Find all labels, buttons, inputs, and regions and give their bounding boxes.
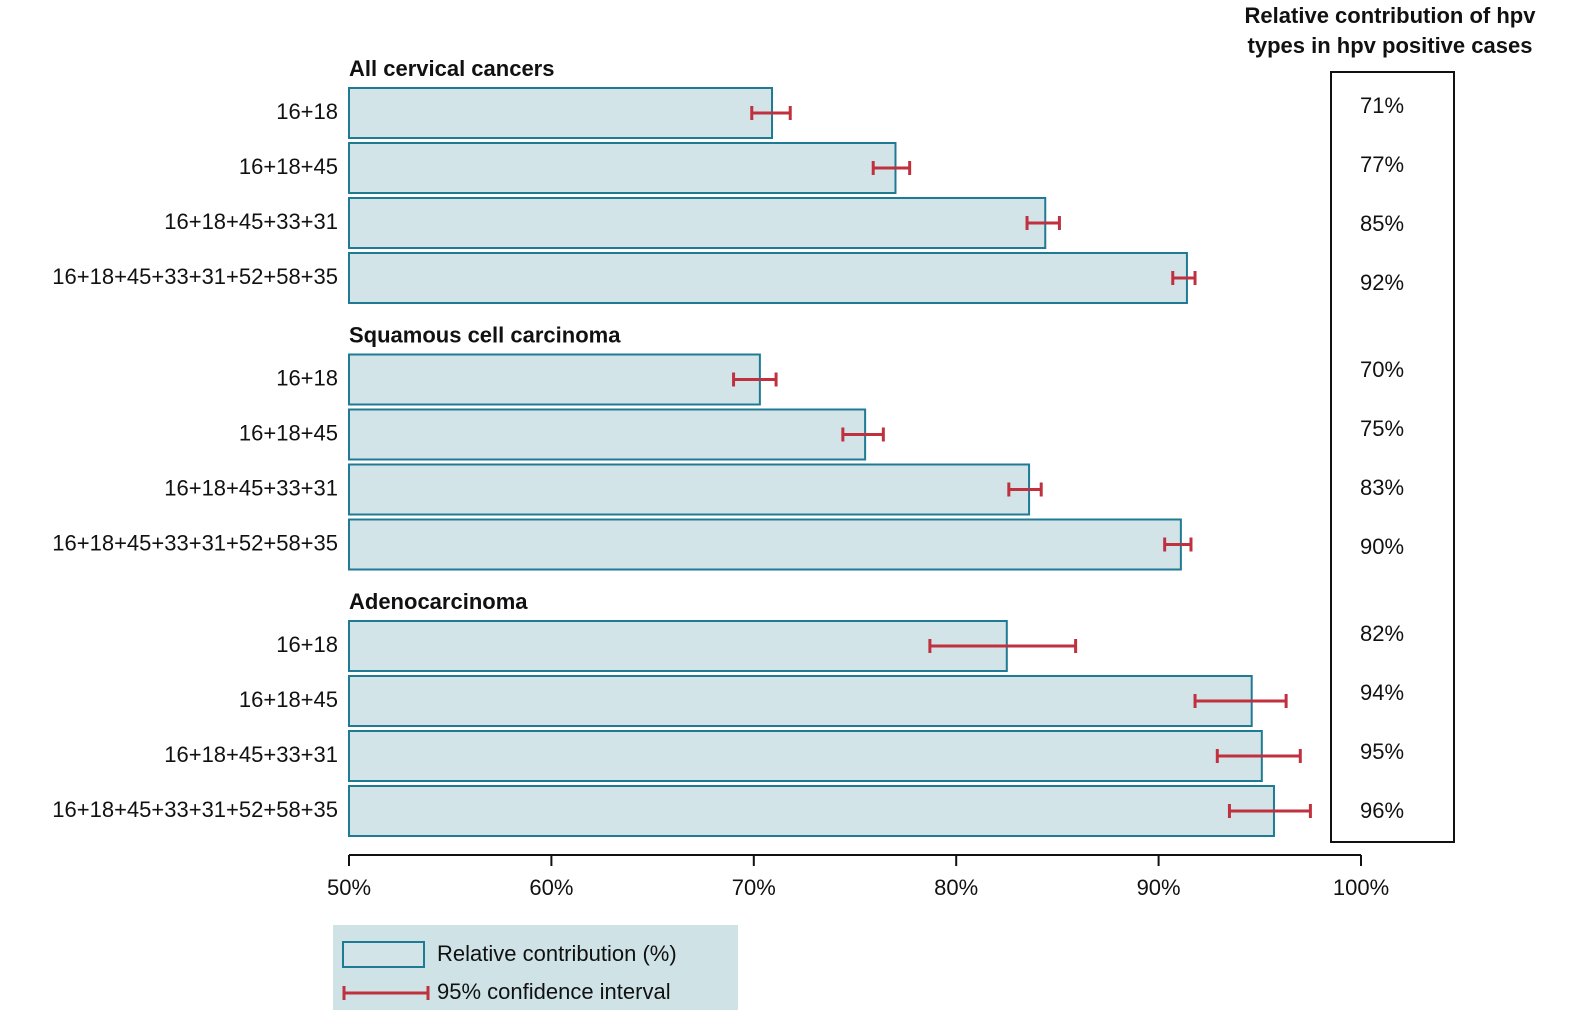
legend-label: Relative contribution (%) [437,941,677,966]
x-tick-label: 80% [934,875,978,900]
bar [348,463,1031,516]
side-label: 90% [1360,534,1404,559]
group-title: Adenocarcinoma [349,589,528,614]
side-label: 75% [1360,416,1404,441]
error-bar [1025,216,1061,230]
side-label: 71% [1360,93,1404,118]
bar [348,252,1188,304]
y-tick-label: 16+18+45+33+31+52+58+35 [52,264,338,289]
y-tick-label: 16+18 [276,99,338,124]
side-title: types in hpv positive cases [1248,33,1533,58]
x-tick-label: 90% [1137,875,1181,900]
x-tick-label: 70% [732,875,776,900]
error-bar [871,161,912,175]
x-tick-label: 50% [327,875,371,900]
bar [348,408,867,461]
y-tick-label: 16+18+45+33+31+52+58+35 [52,797,338,822]
y-tick-label: 16+18+45 [239,154,338,179]
bar [348,518,1182,571]
error-bar [1215,749,1302,763]
y-tick-label: 16+18+45 [239,687,338,712]
bar [348,785,1275,837]
error-bar [1193,694,1288,708]
bar [348,142,897,194]
y-tick-label: 16+18+45+33+31 [164,742,338,767]
error-bar [841,427,885,442]
bar [348,620,1008,672]
y-tick-label: 16+18+45+33+31 [164,209,338,234]
side-label: 83% [1360,475,1404,500]
error-bar [732,372,778,387]
side-label: 94% [1360,680,1404,705]
x-tick-label: 100% [1333,875,1389,900]
bar [348,87,774,139]
side-label: 95% [1360,739,1404,764]
x-tick-label: 60% [529,875,573,900]
side-label: 82% [1360,621,1404,646]
y-tick-label: 16+18 [276,365,338,390]
side-title: Relative contribution of hpv [1245,3,1537,28]
error-bar [1163,537,1193,552]
side-label: 77% [1360,152,1404,177]
error-bar [1007,482,1043,497]
error-bar [928,639,1078,653]
side-label: 85% [1360,211,1404,236]
side-label: 92% [1360,270,1404,295]
error-bar [1227,804,1312,818]
bar [348,675,1253,727]
error-bar [1171,271,1197,285]
bar [348,197,1047,249]
y-tick-label: 16+18+45+33+31 [164,475,338,500]
y-tick-label: 16+18+45+33+31+52+58+35 [52,530,338,555]
group-title: Squamous cell carcinoma [349,322,621,347]
side-box [1330,71,1455,843]
legend-label: 95% confidence interval [437,979,671,1004]
bar [348,730,1263,782]
side-label: 70% [1360,357,1404,382]
bar [348,353,761,406]
error-bar [750,106,792,120]
y-tick-label: 16+18 [276,632,338,657]
legend-swatch [342,941,425,968]
y-tick-label: 16+18+45 [239,420,338,445]
group-title: All cervical cancers [349,56,554,81]
side-label: 96% [1360,798,1404,823]
